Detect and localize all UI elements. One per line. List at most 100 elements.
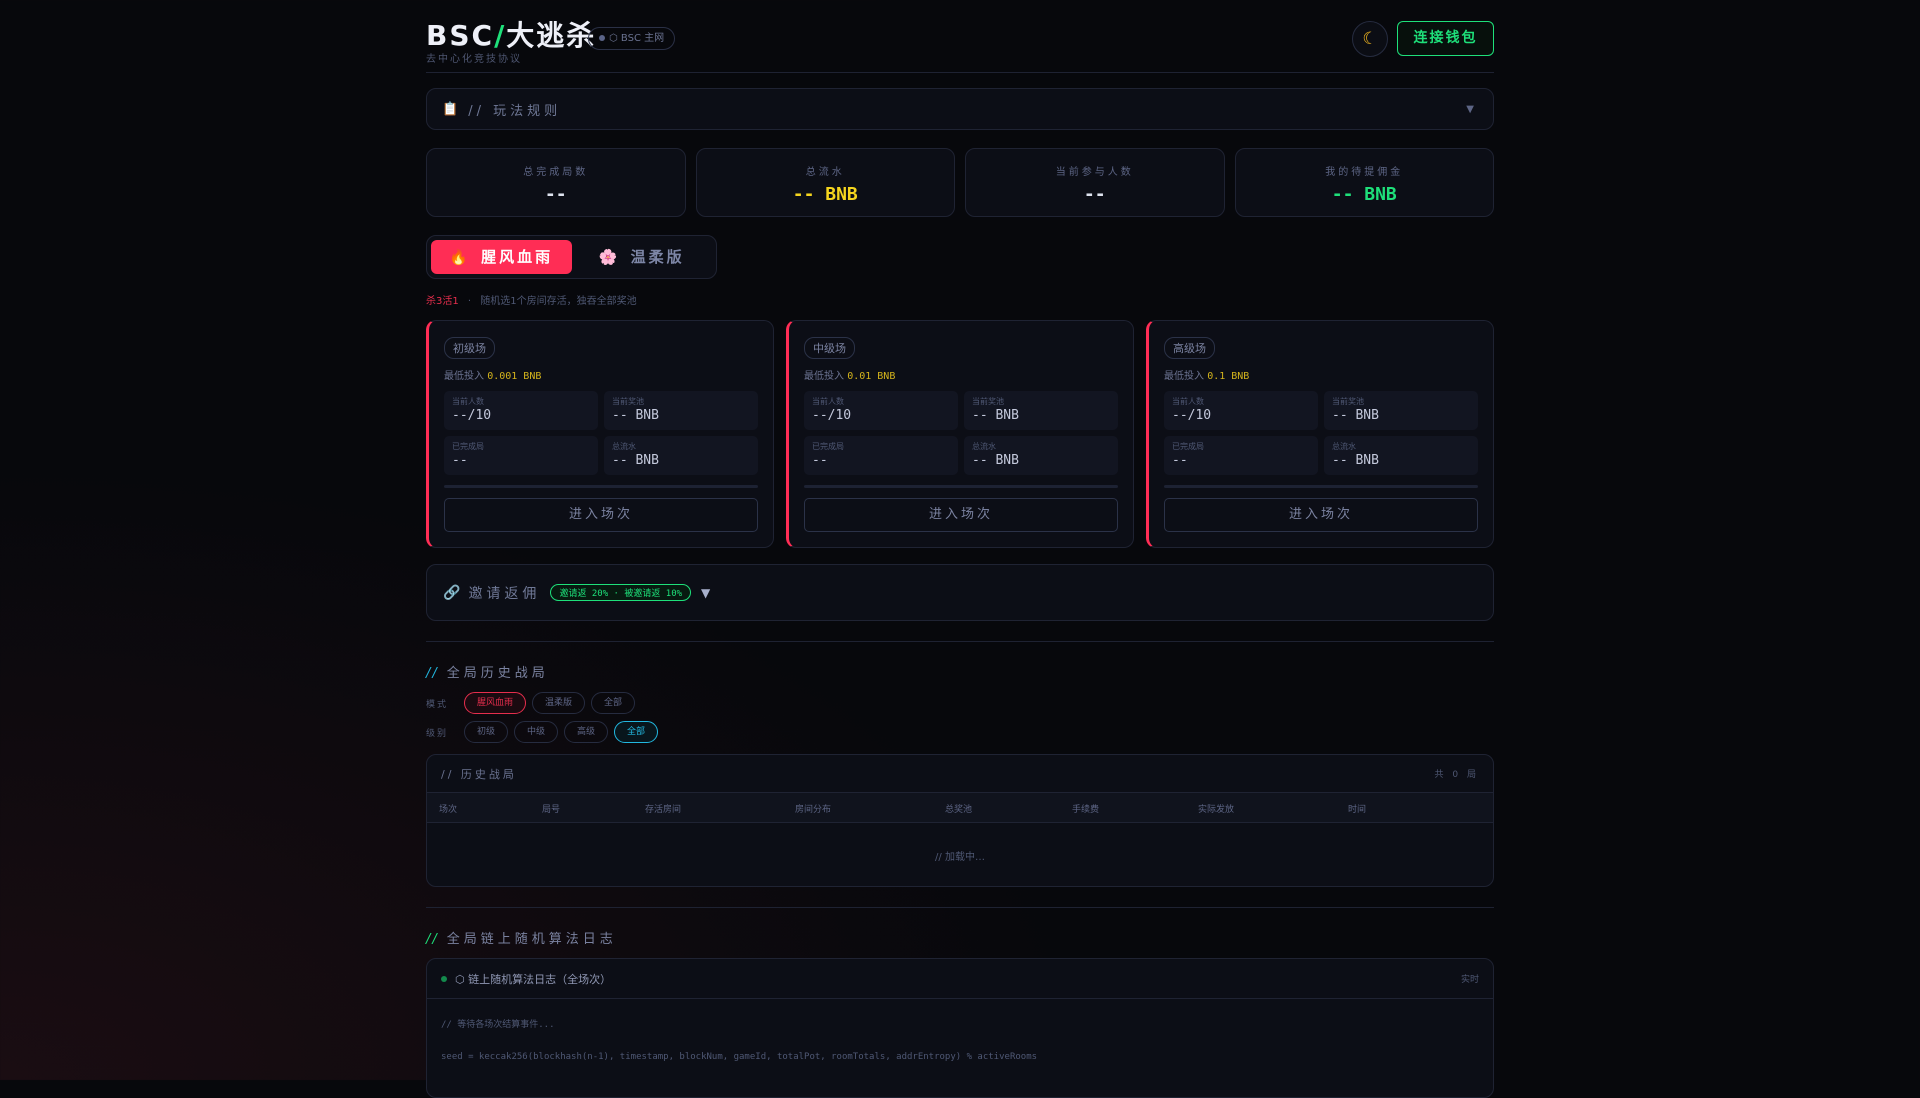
log-header: ⬡ 链上随机算法日志（全场次） 实时 [427, 959, 1493, 999]
filter-level-all[interactable]: 全部 [614, 721, 659, 743]
stat-value: -- BNB [1331, 184, 1397, 205]
cell-label: 总流水 [972, 442, 996, 451]
stats-row: 总完成局数 -- 总流水 -- BNB 当前参与人数 -- 我的待提佣金 -- BNB [426, 148, 1494, 217]
filter-label: 模式 [426, 699, 449, 710]
min-bet: 最低投入 0.001 BNB [444, 367, 758, 382]
stat-participants: 当前参与人数 -- [965, 148, 1225, 217]
title-slash: / [494, 19, 507, 52]
room-card-middle: 中级场 最低投入 0.01 BNB 当前人数 --/10 当前奖池 -- BNB 已… [786, 320, 1134, 548]
clipboard-icon: 📋 [442, 101, 459, 117]
players-cell: 当前人数 --/10 [444, 391, 598, 430]
cell-value: --/10 [452, 408, 492, 423]
column-header: 时间 [1348, 805, 1367, 815]
stat-value: -- [544, 184, 567, 205]
history-count: 共 0 局 [1434, 770, 1479, 780]
column-header: 总奖池 [945, 805, 973, 815]
title-name: 大逃杀 [506, 19, 597, 52]
section-title: 全局历史战局 [446, 666, 549, 681]
room-badge: 初级场 [444, 337, 495, 359]
cell-value: --/10 [812, 408, 852, 423]
done-cell: 已完成局 -- [444, 436, 598, 475]
section-title: 全局链上随机算法日志 [446, 932, 617, 947]
column-header: 局号 [542, 805, 561, 815]
app-title: BSC/大逃杀 [426, 14, 596, 54]
cell-label: 当前奖池 [612, 397, 644, 406]
min-value: 0.001 BNB [487, 371, 542, 382]
mode-filter: 模式 腥风血雨 温柔版 全部 [426, 692, 636, 714]
tab-bloody[interactable]: 🔥 腥风血雨 [431, 240, 572, 274]
enter-room-button[interactable]: 进入场次 [1164, 498, 1478, 532]
live-dot-icon [441, 975, 447, 982]
divider [426, 907, 1494, 908]
progress-bar [444, 485, 758, 488]
cell-label: 当前人数 [812, 397, 844, 406]
slash-mark: // [426, 666, 439, 681]
stat-value: -- BNB [792, 184, 858, 205]
cell-label: 已完成局 [812, 442, 844, 451]
cell-value: -- BNB [1332, 453, 1379, 468]
cell-label: 已完成局 [452, 442, 484, 451]
room-badge: 中级场 [804, 337, 855, 359]
players-cell: 当前人数 --/10 [804, 391, 958, 430]
mode-tabs: 🔥 腥风血雨 🌸 温柔版 [426, 235, 717, 279]
stat-label: 我的待提佣金 [1325, 167, 1404, 178]
separator: · [467, 296, 472, 307]
filter-mode-all[interactable]: 全部 [591, 692, 636, 714]
invite-accordion[interactable]: 🔗 邀请返佣 邀请返 20% · 被邀请返 10% ▼ [426, 564, 1494, 621]
history-header: // 历史战局 共 0 局 [427, 755, 1493, 793]
filter-level-senior[interactable]: 高级 [564, 721, 609, 743]
log-line: // 等待各场次结算事件... [441, 1020, 555, 1030]
done-cell: 已完成局 -- [1164, 436, 1318, 475]
history-table: // 历史战局 共 0 局 场次 局号 存活房间 房间分布 总奖池 手续费 实际发… [426, 754, 1494, 887]
room-card-junior: 初级场 最低投入 0.001 BNB 当前人数 --/10 当前奖池 -- BNB … [426, 320, 774, 548]
column-header: 实际发放 [1198, 805, 1235, 815]
log-body: // 等待各场次结算事件... seed = keccak256(blockha… [427, 999, 1493, 1097]
cell-value: -- [1172, 453, 1188, 468]
mode-key: 杀3活1 [426, 296, 459, 307]
stat-total-flow: 总流水 -- BNB [695, 148, 955, 217]
column-header: 场次 [439, 805, 458, 815]
moon-icon[interactable]: ☾ [1352, 21, 1388, 57]
done-cell: 已完成局 -- [804, 436, 958, 475]
cell-value: -- BNB [612, 408, 659, 423]
network-badge: ⬡ BSC 主网 [588, 27, 676, 50]
rules-accordion[interactable]: 📋 // 玩法规则 ▼ [426, 88, 1494, 130]
log-line: seed = keccak256(blockhash(n-1), timesta… [441, 1052, 1038, 1062]
loading-text: // 加载中… [935, 852, 985, 863]
min-label: 最低投入 [804, 371, 844, 382]
filter-level-middle[interactable]: 中级 [514, 721, 559, 743]
stat-total-games: 总完成局数 -- [426, 148, 686, 217]
cell-value: -- BNB [1332, 408, 1379, 423]
filter-mode-bloody[interactable]: 腥风血雨 [464, 692, 527, 714]
filter-mode-gentle[interactable]: 温柔版 [532, 692, 586, 714]
connect-wallet-button[interactable]: 连接钱包 [1397, 21, 1494, 56]
cell-value: -- [452, 453, 468, 468]
pot-cell: 当前奖池 -- BNB [964, 391, 1118, 430]
level-filter: 级别 初级 中级 高级 全部 [426, 721, 659, 743]
random-log-panel: ⬡ 链上随机算法日志（全场次） 实时 // 等待各场次结算事件... seed =… [426, 958, 1494, 1098]
title-bsc: BSC [426, 19, 495, 52]
log-section-title: // 全局链上随机算法日志 [426, 928, 617, 947]
players-cell: 当前人数 --/10 [1164, 391, 1318, 430]
enter-room-button[interactable]: 进入场次 [804, 498, 1118, 532]
min-label: 最低投入 [1164, 371, 1204, 382]
invite-rate-badge: 邀请返 20% · 被邀请返 10% [550, 584, 692, 601]
log-title: ⬡ 链上随机算法日志（全场次） [455, 972, 612, 986]
room-card-senior: 高级场 最低投入 0.1 BNB 当前人数 --/10 当前奖池 -- BNB 已完… [1146, 320, 1494, 548]
table-header: 场次 局号 存活房间 房间分布 总奖池 手续费 实际发放 时间 [427, 793, 1493, 823]
filter-level-junior[interactable]: 初级 [464, 721, 509, 743]
mode-description: 杀3活1 · 随机选1个房间存活，独吞全部奖池 [426, 292, 637, 307]
history-section-title: // 全局历史战局 [426, 662, 549, 681]
cell-label: 已完成局 [1172, 442, 1204, 451]
live-label: 实时 [1460, 975, 1479, 985]
room-cards: 初级场 最低投入 0.001 BNB 当前人数 --/10 当前奖池 -- BNB … [426, 320, 1494, 548]
stat-label: 总流水 [805, 167, 845, 178]
min-bet: 最低投入 0.01 BNB [804, 367, 1118, 382]
link-icon: 🔗 [443, 584, 461, 601]
tab-gentle[interactable]: 🌸 温柔版 [572, 240, 713, 274]
enter-room-button[interactable]: 进入场次 [444, 498, 758, 532]
slash-mark: // [426, 932, 439, 947]
flow-cell: 总流水 -- BNB [1324, 436, 1478, 475]
column-header: 房间分布 [795, 805, 832, 815]
filter-label: 级别 [426, 728, 449, 739]
